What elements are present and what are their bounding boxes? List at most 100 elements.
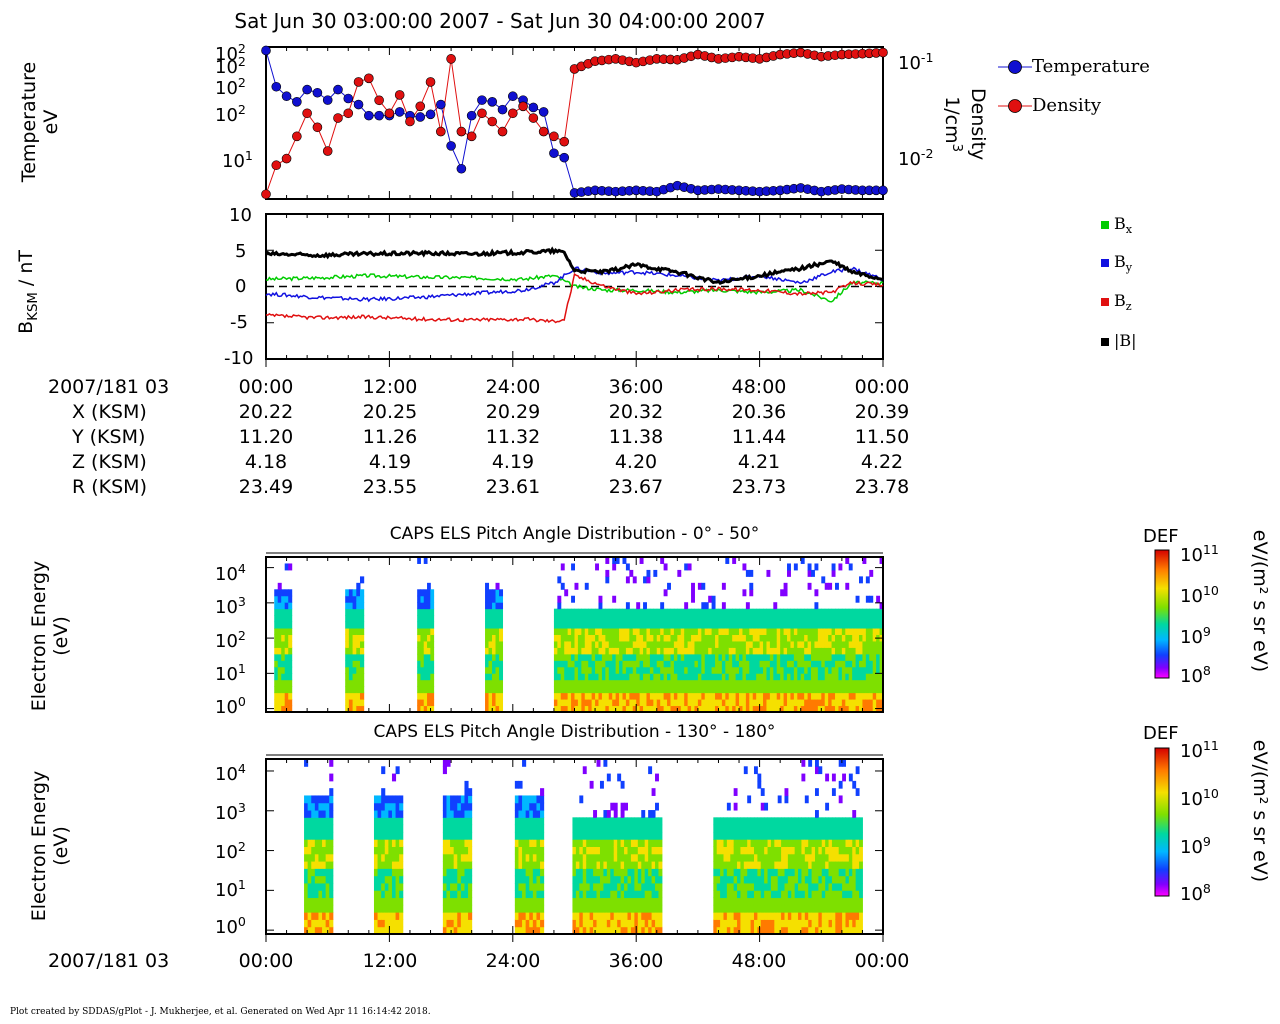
spectrogram-cell [828,926,833,935]
spectrogram-cell [637,926,642,935]
spectrogram-cell [446,912,451,920]
spectrogram-cell [732,673,737,681]
spectrogram-cell [876,615,881,623]
spectrogram-cell [725,679,730,687]
spectrogram-cell [817,615,822,623]
spectrogram-cell [311,926,316,935]
spectrogram-cell [423,686,428,694]
spectrogram-cell [691,699,695,707]
spectrogram-cell [605,692,610,700]
spectrogram-cell [572,875,577,884]
spectrogram-cell [325,897,330,906]
spectrogram-cell [797,692,802,700]
spectrogram-cell [739,615,743,623]
spectrogram-cell [723,897,728,906]
spectrogram-cell [492,679,497,687]
spectrogram-cell [777,839,782,847]
spectrogram-cell [453,919,458,928]
spectrogram-cell [726,839,731,847]
spectrogram-cell [644,912,649,920]
spectrogram-cell [763,673,767,681]
spectrogram-cell [855,904,860,913]
spectrogram-cell [651,817,656,826]
spectrogram-cell [673,621,678,629]
spectrogram-cell [593,875,598,884]
spectrogram-cell [716,897,721,906]
spectrogram-cell [644,853,649,862]
spectrogram-cell [514,824,519,833]
spectrogram-cell [536,926,541,935]
spectrogram-cell [417,692,421,700]
spectrogram-cell [598,673,603,681]
spectrogram-cell [612,563,617,571]
spectrogram-cell [529,904,534,913]
spectrogram-cell [841,705,846,713]
spectrogram-cell [852,692,857,700]
spectrogram-cell [721,653,726,661]
spectrogram-cell [691,608,695,616]
spectrogram-cell [728,660,733,668]
spectrogram-cell [660,692,665,700]
spectrogram-cell [800,705,805,713]
spectrogram-cell [804,882,809,891]
spectrogram-cell [377,861,382,869]
spectrogram-cell [314,802,319,811]
spectrogram-cell [769,660,774,668]
spectrogram-cell [582,868,587,877]
spectrogram-cell [485,608,490,616]
spectrogram-cell [655,831,659,840]
spectrogram-cell [377,904,382,913]
spectrogram-cell [525,824,530,833]
spectrogram-cell [567,608,572,616]
spectrogram-cell [752,647,757,655]
spectrogram-cell [756,705,761,713]
spectrogram-cell [769,653,774,661]
spectrogram-cell [655,846,659,855]
spectrogram-cell [862,660,867,668]
spectrogram-cell [644,861,649,869]
spectrogram-cell [821,861,826,869]
spectrogram-cell [579,875,584,884]
spectrogram-cell [848,875,853,884]
spectrogram-cell [845,705,850,713]
spectrogram-cell [742,653,747,661]
spectrogram-cell [649,628,654,635]
spectrogram-cell [660,705,665,713]
temperature-point [528,102,539,113]
spectrogram-cell [518,890,523,899]
spectrogram-cell [581,628,586,635]
spectrogram-cell [760,926,765,935]
spectrogram-cell [529,853,534,862]
spectrogram-cell [653,647,658,655]
spectrogram-cell [639,615,644,623]
spectrogram-cell [314,912,319,920]
spectrogram-cell [624,846,628,855]
spectrogram-cell [716,890,721,899]
spectrogram-cell [427,653,431,661]
spectrogram-cell [288,589,293,597]
spectrogram-cell [684,673,689,681]
spectrogram-cell [577,628,582,635]
spectrogram-cell [784,795,789,804]
spectrogram-cell [752,615,757,623]
spectrogram-cell [757,919,762,928]
spectrogram-cell [742,589,747,597]
spectrogram-cell [608,621,613,629]
spectrogram-cell [804,660,809,668]
spectrogram-cell [745,660,750,668]
spectrogram-cell [598,595,603,603]
spectrogram-cell [617,831,622,840]
spectrogram-cell [311,882,316,891]
spectrogram-cell [752,705,757,713]
spectrogram-cell [606,839,611,847]
spectrogram-cell [345,621,350,629]
spectrogram-cell [801,839,806,847]
spectrogram-cell [677,621,682,629]
spectrogram-cell [656,640,661,648]
spectrogram-cell [845,882,850,891]
spectrogram-cell [588,615,593,623]
spectrogram-cell [835,926,840,935]
spectrogram-cell [464,912,469,920]
density-point [333,113,343,123]
spectrogram-cell [532,919,537,928]
